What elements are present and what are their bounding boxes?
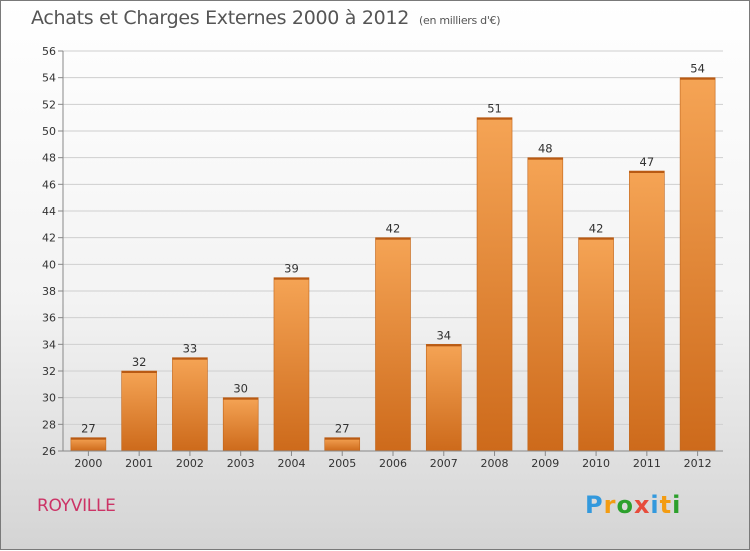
data-label-2009: 48	[538, 142, 553, 156]
bars	[70, 77, 716, 452]
data-labels: 27 32 33 30 39 27 42 34 51 48 42 47 54	[81, 62, 705, 436]
y-tick-label: 40	[42, 258, 56, 271]
data-label-2012: 54	[690, 62, 705, 76]
y-tick-label: 36	[42, 312, 56, 325]
logo-letter: x	[633, 491, 651, 519]
bar-top-2005	[324, 437, 360, 440]
y-tick-label: 38	[42, 285, 56, 298]
x-tick-label-2001: 2001	[125, 457, 153, 470]
x-tick-label-2007: 2007	[430, 457, 458, 470]
data-label-2011: 47	[640, 155, 655, 169]
data-label-2010: 42	[589, 222, 604, 236]
data-label-2005: 27	[335, 422, 350, 436]
bar-top-2009	[527, 157, 563, 160]
bar-2009	[527, 157, 564, 452]
data-label-2000: 27	[81, 422, 96, 436]
bar-top-2000	[70, 437, 106, 440]
bar-2007	[425, 344, 462, 452]
bar-top-2002	[172, 357, 208, 360]
bar-top-2010	[578, 237, 614, 240]
y-tick-label: 50	[42, 125, 56, 138]
x-tick-label-2006: 2006	[379, 457, 407, 470]
data-label-2001: 32	[132, 355, 147, 369]
logo-letter: o	[616, 491, 634, 519]
bar-2001	[121, 370, 157, 452]
bar-top-2003	[223, 397, 259, 400]
x-tick-label-2005: 2005	[328, 457, 356, 470]
chart-title: Achats et Charges Externes 2000 à 2012 (e…	[31, 7, 501, 29]
unit-note: (en milliers d'€)	[419, 14, 501, 27]
x-tick-label-2012: 2012	[684, 457, 712, 470]
logo-letter: i	[650, 491, 660, 519]
logo-letter: t	[659, 491, 673, 519]
x-tick-label-2004: 2004	[277, 457, 305, 470]
data-label-2004: 39	[284, 262, 299, 276]
place-name: ROYVILLE	[37, 496, 116, 516]
y-tick-label: 44	[42, 205, 56, 218]
x-tick-label-2011: 2011	[633, 457, 661, 470]
bar-top-2004	[273, 277, 309, 280]
y-axis: 26 28 30 32 34 36 38 40 42 44 46 48 50 52 54 56	[42, 45, 64, 458]
y-tick-label: 54	[42, 72, 56, 85]
bar-2011	[629, 170, 665, 452]
y-tick-label: 32	[42, 365, 56, 378]
data-label-2007: 34	[436, 328, 451, 342]
data-label-2003: 30	[233, 382, 248, 396]
bar-top-2006	[375, 237, 411, 240]
x-tick-label-2002: 2002	[176, 457, 204, 470]
bar-top-2012	[680, 77, 716, 80]
y-tick-label: 42	[42, 232, 56, 245]
y-tick-label: 48	[42, 152, 56, 165]
bar-top-2001	[121, 371, 157, 373]
y-tick-label: 56	[42, 45, 56, 58]
bar-2008	[476, 117, 513, 452]
x-tick-label-2009: 2009	[531, 457, 559, 470]
proxiti-logo[interactable]: Proxiti	[585, 491, 681, 519]
bar-2006	[375, 237, 411, 452]
y-tick-label: 28	[42, 418, 56, 431]
x-tick-label-2000: 2000	[74, 457, 102, 470]
y-tick-label: 34	[42, 338, 56, 351]
y-tick-label: 26	[42, 445, 56, 458]
x-tick-label-2003: 2003	[227, 457, 255, 470]
bar-top-2007	[426, 344, 462, 347]
logo-letter: r	[603, 491, 617, 519]
x-tick-label-2008: 2008	[481, 457, 509, 470]
y-tick-label: 30	[42, 392, 56, 405]
y-tick-label: 52	[42, 98, 56, 111]
bar-top-2011	[629, 171, 665, 173]
bar-2012	[679, 77, 716, 452]
bar-2004	[273, 277, 310, 452]
bar-2002	[172, 357, 208, 452]
bar-2010	[578, 237, 614, 452]
data-label-2002: 33	[183, 342, 198, 356]
logo-letter: i	[672, 491, 682, 519]
bar-2003	[222, 397, 259, 452]
logo-letter: P	[585, 491, 604, 519]
x-tick-label-2010: 2010	[582, 457, 610, 470]
x-axis: 2000 2001 2002 2003 2004 2005 2006 2007 2008 2009…	[63, 450, 723, 470]
data-label-2008: 51	[487, 102, 502, 116]
y-tick-label: 46	[42, 178, 56, 191]
data-label-2006: 42	[386, 222, 401, 236]
title-text: Achats et Charges Externes 2000 à 2012	[31, 7, 410, 29]
bar-top-2008	[477, 117, 513, 120]
